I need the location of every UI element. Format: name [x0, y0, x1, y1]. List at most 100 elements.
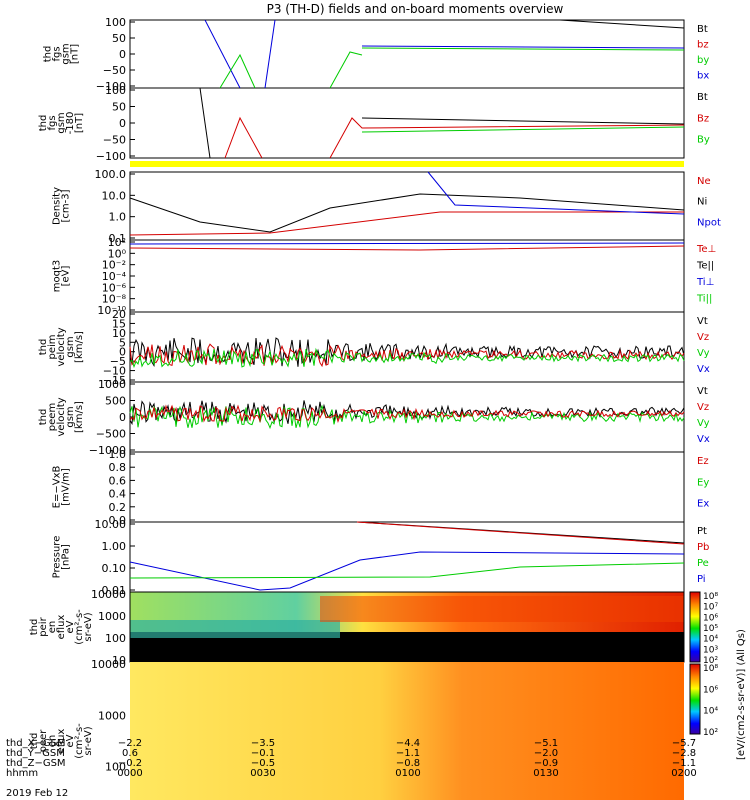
colorbar-top — [689, 591, 701, 663]
ylabel-line: peir — [38, 616, 49, 636]
bt-trace — [559, 19, 685, 29]
ytick-label: −5 — [110, 355, 126, 368]
colorbar-bottom — [689, 663, 701, 735]
ylabel-line: (cm²-s- — [74, 609, 85, 645]
ylabel-line: [km/s] — [74, 401, 85, 433]
ytick-label: 0.2 — [109, 501, 127, 514]
ylabel-line: thd — [38, 339, 49, 356]
ytick-label: −15 — [103, 374, 126, 387]
ytick-label: 10⁻² — [102, 259, 126, 272]
ytick-label: 10000 — [91, 658, 126, 671]
bz2-trace — [224, 116, 263, 159]
ylabel-line: thd — [38, 409, 49, 426]
ytick-label: 0.1 — [109, 232, 127, 245]
ylabel-line: eflux — [56, 615, 67, 640]
xaxis-value: 0.6 — [122, 748, 138, 759]
ytick-label: 50 — [112, 101, 126, 114]
ytick-label: −10 — [103, 365, 126, 378]
ytick-label: 0 — [119, 48, 126, 61]
x-axis-table: thd_X−GSM −2.2 −3.5 −4.4 −5.1 −5.7 thd_Y−GSM 0.… — [6, 738, 697, 779]
ylabel-line: -180 — [65, 112, 76, 135]
colorbar-tick: 10⁴ — [703, 707, 718, 717]
bx-trace-3 — [361, 45, 685, 49]
xaxis-value: −5.1 — [534, 738, 558, 749]
by-trace-2 — [329, 51, 363, 89]
xaxis-value: −3.5 — [251, 738, 275, 749]
ylabel-line: velocity — [56, 327, 67, 366]
ytick-label: 50 — [112, 32, 126, 45]
ylabel-line: [cm-3] — [61, 189, 72, 222]
colorbar-tick: 10² — [703, 656, 718, 666]
by2-trace — [361, 126, 685, 133]
legend-peem_vel-2: Vy — [697, 418, 710, 429]
ylabel-line: thd — [29, 619, 40, 636]
status-bar — [130, 161, 684, 167]
legend-density-2: Npot — [697, 217, 721, 228]
ylabel-line: Density — [52, 187, 63, 225]
xaxis-value: −2.0 — [534, 748, 558, 759]
ylabel-line: eflux — [56, 729, 67, 754]
bt2-trace-2 — [361, 117, 685, 125]
ytick-label: 10⁻⁴ — [102, 270, 127, 283]
ylabel-line: thd — [38, 115, 49, 132]
xaxis-value: −2.8 — [672, 748, 696, 759]
xaxis-value: −1.1 — [396, 748, 420, 759]
panel-frame-efield — [129, 451, 685, 523]
ytick-label: 20 — [112, 308, 126, 321]
legend-peim_vel-0: Vt — [697, 316, 708, 327]
xaxis-value: 0130 — [533, 768, 558, 779]
panel-frame-density — [129, 171, 685, 241]
ylabel-line: [nT] — [70, 44, 81, 64]
panel-frame-temperature — [129, 239, 685, 313]
ylabel-line: (cm²-s- — [74, 723, 85, 759]
ylabel-line: [nT] — [74, 113, 85, 133]
ylabel-line: eV — [65, 734, 76, 747]
legend-pressure-1: Pb — [697, 542, 709, 553]
ylabel-line: sr-eV) — [83, 726, 94, 755]
legend-pressure-2: Pe — [697, 558, 709, 569]
ytick-label: −100 — [96, 80, 126, 93]
legend-pressure-3: Pi — [697, 574, 706, 585]
panel-frame-fgs_gsm — [129, 19, 685, 89]
vz2-trace — [129, 404, 685, 423]
colorbar-tick: 10⁶ — [703, 613, 718, 623]
ylabel-line: [km/s] — [74, 331, 85, 363]
ytick-label: −500 — [96, 428, 126, 441]
legend-density-0: Ne — [697, 176, 711, 187]
ytick-label: −1000 — [89, 444, 126, 457]
ylabel-line: peim — [47, 334, 58, 359]
peer-spectrogram — [130, 662, 684, 800]
xaxis-value: −0.2 — [118, 758, 142, 769]
xaxis-value: 0200 — [671, 768, 696, 779]
xaxis-value: 0000 — [117, 768, 142, 779]
legend-pressure-0: Pt — [697, 526, 707, 537]
ytick-label: 10.0 — [102, 189, 127, 202]
ylabel-line: [nPa] — [61, 544, 72, 570]
colorbar-tick: 10⁵ — [703, 624, 718, 634]
ytick-label: 0 — [119, 346, 126, 359]
xaxis-value: 0100 — [395, 768, 420, 779]
vy-trace — [129, 347, 685, 369]
ytick-label: 1.00 — [102, 540, 127, 553]
ytick-label: 0 — [119, 411, 126, 424]
colorbar-tick: 10³ — [703, 645, 718, 655]
ytick-label: 10⁻¹⁰ — [97, 304, 126, 317]
xaxis-row-label: hhmm — [6, 768, 38, 779]
npot-trace — [427, 171, 685, 215]
legend-fgs_gsm-2: by — [697, 55, 709, 66]
xaxis-row-label: thd_Z−GSM — [6, 758, 66, 769]
legend-peim_vel-2: Vy — [697, 348, 710, 359]
colorbar-label: [eV/(cm2-s-sr-eV)] (All Qs) — [736, 629, 747, 760]
ytick-label: 1.0 — [109, 448, 127, 461]
ylabel-line: thd — [43, 46, 54, 63]
ytick-label: 1000 — [98, 378, 126, 391]
ylabel-line: Pressure — [52, 536, 63, 579]
legend-temperature-2: Ti⊥ — [696, 277, 714, 288]
ylabel-line: gsm — [65, 336, 76, 357]
by-trace-3 — [361, 47, 685, 51]
ylabel-line: E=−VxB — [52, 466, 63, 509]
panel-frame-pressure — [129, 521, 685, 593]
legend-temperature-1: Te|| — [696, 261, 714, 272]
xaxis-value: −2.2 — [118, 738, 142, 749]
